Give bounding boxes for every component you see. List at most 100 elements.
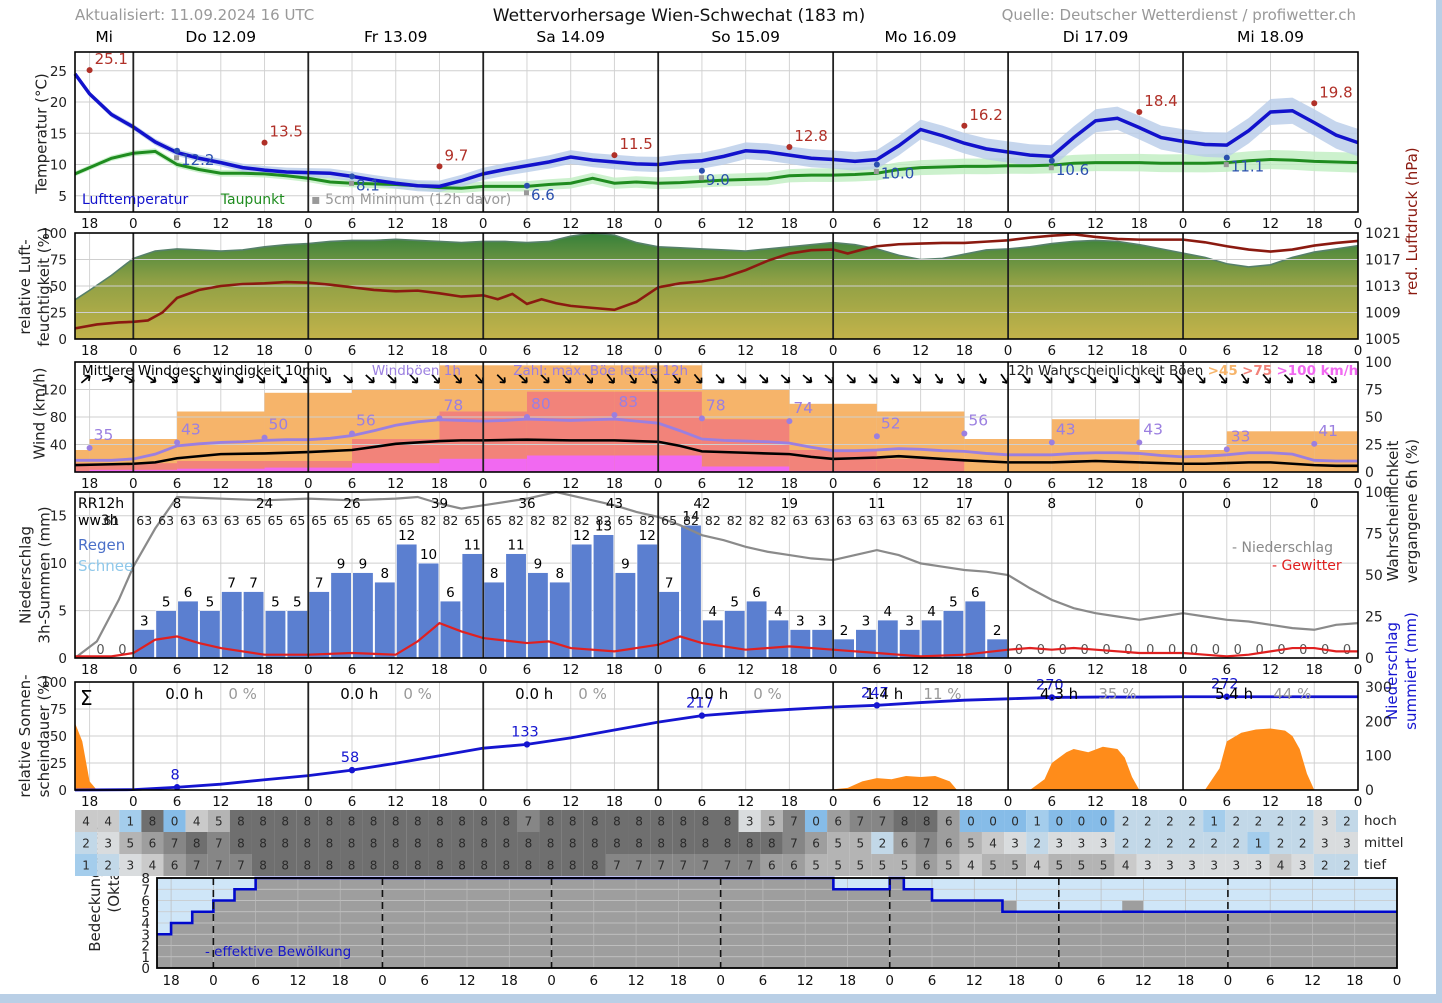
svg-text:18: 18 <box>781 662 798 678</box>
svg-text:Fr 13.09: Fr 13.09 <box>364 28 427 46</box>
svg-text:12: 12 <box>387 343 404 359</box>
svg-text:6: 6 <box>348 343 357 359</box>
svg-text:6: 6 <box>523 343 532 359</box>
svg-text:5: 5 <box>58 189 67 205</box>
svg-text:0: 0 <box>479 476 488 492</box>
svg-text:5: 5 <box>1011 859 1019 873</box>
svg-text:12: 12 <box>737 794 754 810</box>
svg-text:100: 100 <box>41 675 67 691</box>
svg-text:12: 12 <box>737 662 754 678</box>
svg-text:2: 2 <box>1166 815 1174 829</box>
svg-text:6: 6 <box>1222 343 1231 359</box>
svg-text:0: 0 <box>1059 643 1067 658</box>
svg-text:0: 0 <box>96 643 104 658</box>
svg-text:3: 3 <box>1144 859 1152 873</box>
svg-text:43: 43 <box>181 420 201 438</box>
svg-text:18: 18 <box>1306 216 1323 232</box>
svg-text:25: 25 <box>50 306 67 322</box>
svg-text:6: 6 <box>1048 343 1057 359</box>
svg-text:8: 8 <box>591 837 599 851</box>
svg-text:63: 63 <box>202 513 218 528</box>
svg-text:75: 75 <box>50 253 67 269</box>
page-title: Wettervorhersage Wien-Schwechat (183 m) <box>492 6 866 26</box>
svg-text:0: 0 <box>1179 794 1188 810</box>
svg-text:8: 8 <box>436 859 444 873</box>
svg-text:4: 4 <box>774 604 783 620</box>
svg-text:133: 133 <box>511 724 539 740</box>
svg-text:1017: 1017 <box>1365 253 1401 269</box>
svg-text:12: 12 <box>1262 343 1279 359</box>
svg-text:0: 0 <box>1080 643 1088 658</box>
svg-text:2: 2 <box>1122 837 1130 851</box>
svg-text:0: 0 <box>1354 216 1363 232</box>
svg-text:25.1: 25.1 <box>95 50 128 68</box>
svg-text:78: 78 <box>706 396 726 414</box>
svg-text:12: 12 <box>797 973 814 989</box>
svg-text:50: 50 <box>1365 410 1383 426</box>
row-label-hoch: hoch <box>1364 813 1397 829</box>
svg-text:8: 8 <box>348 837 356 851</box>
svg-text:7: 7 <box>665 576 674 592</box>
svg-text:6: 6 <box>348 216 357 232</box>
svg-text:52: 52 <box>881 414 901 432</box>
svg-text:12: 12 <box>1262 794 1279 810</box>
svg-text:0: 0 <box>967 815 975 829</box>
svg-text:18: 18 <box>781 794 798 810</box>
svg-text:65: 65 <box>399 513 415 528</box>
svg-text:6: 6 <box>698 216 707 232</box>
svg-text:10.6: 10.6 <box>1056 161 1089 179</box>
svg-text:4: 4 <box>884 604 893 620</box>
svg-text:6: 6 <box>523 794 532 810</box>
svg-text:4: 4 <box>193 815 201 829</box>
svg-text:25: 25 <box>1365 438 1383 454</box>
svg-text:75: 75 <box>1365 527 1383 543</box>
svg-text:0: 0 <box>479 794 488 810</box>
svg-text:8: 8 <box>657 815 665 829</box>
svg-text:18: 18 <box>256 343 273 359</box>
svg-text:1: 1 <box>1210 815 1218 829</box>
svg-text:5: 5 <box>206 595 215 611</box>
svg-text:0: 0 <box>58 332 67 348</box>
svg-text:Di 17.09: Di 17.09 <box>1063 28 1129 46</box>
svg-text:5: 5 <box>1056 859 1064 873</box>
svg-text:63: 63 <box>224 513 240 528</box>
svg-text:4.3 h: 4.3 h <box>1040 685 1078 703</box>
svg-text:0: 0 <box>829 343 838 359</box>
svg-text:8: 8 <box>370 837 378 851</box>
svg-text:2: 2 <box>1188 815 1196 829</box>
svg-text:8: 8 <box>392 859 400 873</box>
svg-text:0: 0 <box>129 662 138 678</box>
svg-text:18: 18 <box>1131 343 1148 359</box>
right-frame-strip <box>1436 0 1442 1003</box>
svg-text:42: 42 <box>693 496 710 512</box>
svg-text:8: 8 <box>237 815 245 829</box>
svg-text:0: 0 <box>304 216 313 232</box>
svg-text:0: 0 <box>118 643 126 658</box>
svg-text:100: 100 <box>1365 485 1392 501</box>
svg-text:2: 2 <box>1343 815 1351 829</box>
svg-text:12: 12 <box>212 662 229 678</box>
svg-text:0: 0 <box>1004 476 1013 492</box>
svg-text:6: 6 <box>173 794 182 810</box>
svg-text:0: 0 <box>1179 343 1188 359</box>
svg-text:0: 0 <box>1179 216 1188 232</box>
svg-text:63: 63 <box>158 513 174 528</box>
svg-text:63: 63 <box>814 513 830 528</box>
svg-text:18: 18 <box>606 794 623 810</box>
svg-text:5: 5 <box>989 859 997 873</box>
svg-text:0: 0 <box>1168 643 1176 658</box>
svg-text:18: 18 <box>956 216 973 232</box>
svg-text:3: 3 <box>746 815 754 829</box>
svg-text:7: 7 <box>141 882 150 898</box>
svg-text:12: 12 <box>1262 662 1279 678</box>
svg-text:7: 7 <box>193 859 201 873</box>
svg-text:18: 18 <box>81 343 98 359</box>
svg-text:12: 12 <box>562 343 579 359</box>
svg-text:ww3h: ww3h <box>78 513 119 529</box>
svg-text:0: 0 <box>1354 794 1363 810</box>
svg-text:5: 5 <box>1100 859 1108 873</box>
svg-text:2: 2 <box>993 623 1002 639</box>
svg-text:3: 3 <box>1321 815 1329 829</box>
svg-text:2: 2 <box>1122 815 1130 829</box>
svg-text:63: 63 <box>836 513 852 528</box>
